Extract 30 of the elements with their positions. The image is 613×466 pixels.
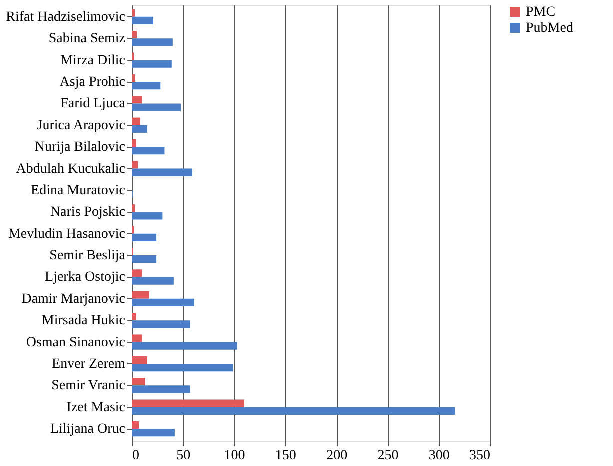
x-tick-label: 300 — [428, 448, 450, 464]
y-tick-label: Nurija Bilalovic — [34, 140, 126, 156]
y-tick-label: Semir Beslija — [50, 248, 126, 264]
x-tick-label: 50 — [176, 448, 191, 464]
x-tick-label: 250 — [378, 448, 399, 464]
y-tick-label: Jurica Arapovic — [37, 118, 126, 134]
y-tick-label: Izet Masic — [66, 400, 126, 416]
x-tick-label: 0 — [132, 448, 140, 464]
y-tick-label: Lilijana Oruc — [50, 422, 126, 438]
x-tick-label: 100 — [224, 448, 246, 464]
legend-label: PubMed — [526, 21, 574, 36]
y-tick-label: Farid Ljuca — [60, 96, 126, 112]
y-tick-label: Abdulah Kucukalic — [16, 162, 126, 177]
x-tick-label: 200 — [326, 448, 348, 464]
y-tick-label: Damir Marjanovic — [22, 292, 126, 307]
y-tick-label: Sabina Semiz — [48, 32, 126, 47]
y-tick-label: Ljerka Ostojic — [45, 270, 126, 286]
x-tick-label: 150 — [275, 448, 296, 464]
y-tick-label: Enver Zerem — [52, 356, 126, 372]
y-tick-label: Semir Vranic — [52, 378, 126, 394]
y-tick-label: Edina Muratovic — [31, 183, 126, 198]
y-tick-label: Mevludin Hasanovic — [8, 226, 126, 242]
y-tick-label: Mirsada Hukic — [42, 314, 126, 329]
y-tick-label: Osman Sinanovic — [26, 335, 126, 350]
y-tick-label: Mirza Dilic — [60, 53, 126, 68]
y-tick-label: Rifat Hadziselimovic — [6, 10, 126, 25]
y-tick-label: Asja Prohic — [60, 75, 126, 90]
x-tick-label: 350 — [470, 448, 490, 464]
legend-label: PMC — [526, 5, 556, 20]
y-tick-label: Naris Pojskic — [50, 205, 126, 220]
